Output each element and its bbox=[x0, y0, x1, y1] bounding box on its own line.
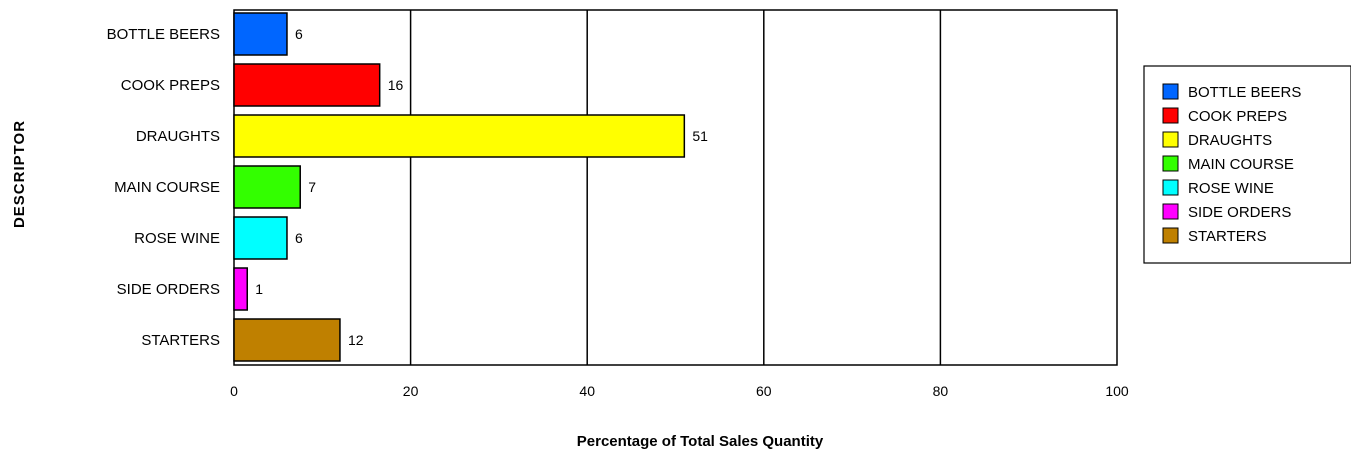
data-label: 6 bbox=[295, 230, 303, 246]
x-tick-label: 20 bbox=[403, 383, 419, 399]
legend-label: MAIN COURSE bbox=[1188, 156, 1294, 173]
legend-label: STARTERS bbox=[1188, 228, 1267, 245]
legend-label: ROSE WINE bbox=[1188, 180, 1274, 197]
data-label: 51 bbox=[692, 128, 708, 144]
legend-label: BOTTLE BEERS bbox=[1188, 84, 1301, 101]
data-label: 16 bbox=[388, 77, 404, 93]
category-label: MAIN COURSE bbox=[114, 179, 220, 196]
bar bbox=[234, 64, 380, 106]
legend-label: SIDE ORDERS bbox=[1188, 204, 1291, 221]
legend-swatch bbox=[1163, 156, 1178, 171]
legend-swatch bbox=[1163, 84, 1178, 99]
legend: BOTTLE BEERS COOK PREPS DRAUGHTS MAIN COURS… bbox=[1144, 66, 1351, 263]
data-label: 1 bbox=[255, 281, 263, 297]
category-label: COOK PREPS bbox=[121, 77, 220, 94]
data-label: 12 bbox=[348, 332, 364, 348]
category-labels: BOTTLE BEERS COOK PREPS DRAUGHTS MAIN COURS… bbox=[107, 26, 220, 349]
legend-swatch bbox=[1163, 228, 1178, 243]
legend-label: DRAUGHTS bbox=[1188, 132, 1272, 149]
x-tick-label: 100 bbox=[1105, 383, 1129, 399]
data-label: 6 bbox=[295, 26, 303, 42]
category-label: ROSE WINE bbox=[134, 230, 220, 247]
x-tick-label: 80 bbox=[933, 383, 949, 399]
bar bbox=[234, 13, 287, 55]
category-label: BOTTLE BEERS bbox=[107, 26, 220, 43]
legend-label: COOK PREPS bbox=[1188, 108, 1287, 125]
x-tick-label: 60 bbox=[756, 383, 772, 399]
x-axis-title: Percentage of Total Sales Quantity bbox=[577, 433, 824, 450]
category-label: SIDE ORDERS bbox=[117, 281, 220, 298]
x-tick-labels: 0 20 40 60 80 100 bbox=[230, 383, 1129, 399]
legend-swatch bbox=[1163, 132, 1178, 147]
bar bbox=[234, 319, 340, 361]
bar bbox=[234, 217, 287, 259]
legend-swatch bbox=[1163, 108, 1178, 123]
bar bbox=[234, 115, 684, 157]
x-tick-label: 0 bbox=[230, 383, 238, 399]
y-axis-title: DESCRIPTOR bbox=[11, 120, 28, 228]
bar bbox=[234, 166, 300, 208]
legend-swatch bbox=[1163, 204, 1178, 219]
data-label: 7 bbox=[308, 179, 316, 195]
category-label: STARTERS bbox=[141, 332, 220, 349]
bar bbox=[234, 268, 247, 310]
legend-swatch bbox=[1163, 180, 1178, 195]
x-tick-label: 40 bbox=[579, 383, 595, 399]
category-label: DRAUGHTS bbox=[136, 128, 220, 145]
